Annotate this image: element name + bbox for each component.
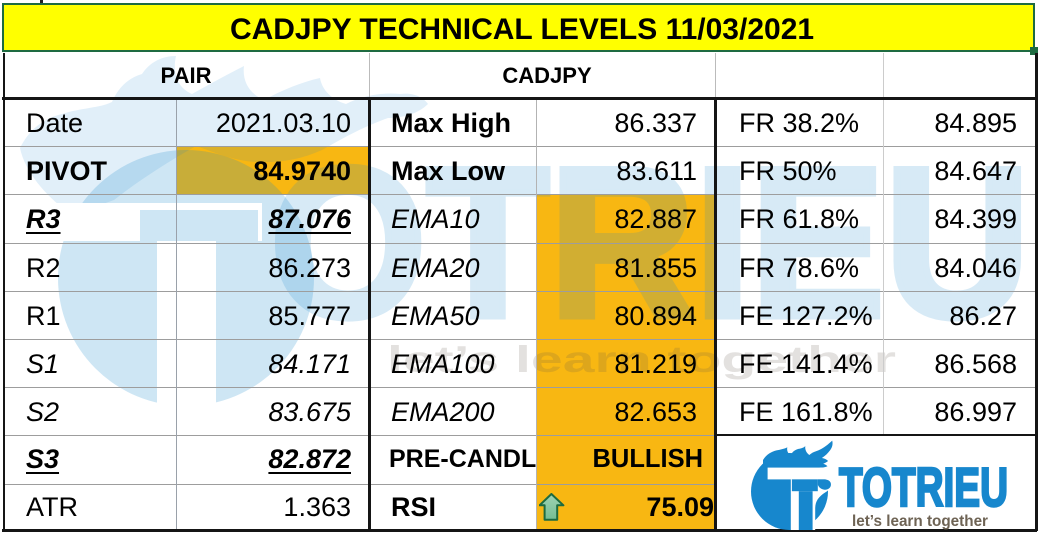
svg-text:let’s learn together: let’s learn together (387, 339, 896, 380)
svg-text:let’s learn together: let’s learn together (852, 513, 988, 530)
svg-text:TOTRIEU: TOTRIEU (839, 456, 1008, 518)
